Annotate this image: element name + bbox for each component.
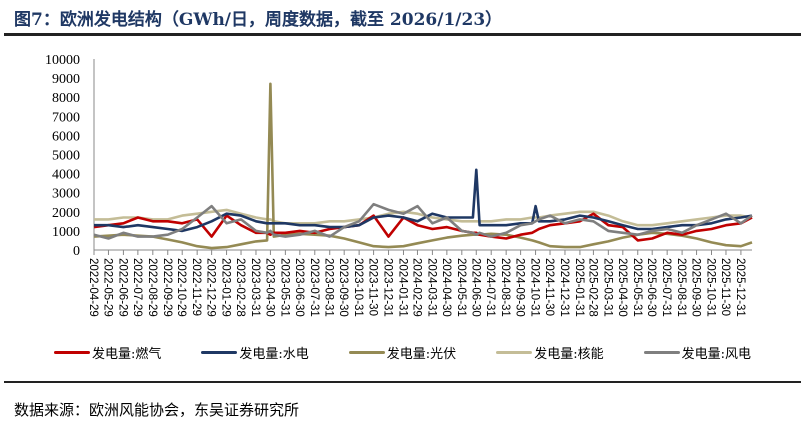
y-tick-label: 5000	[52, 149, 80, 164]
legend-item-hydro: 发电量:水电	[201, 343, 309, 362]
x-tick-label: 2023-10-31	[352, 258, 364, 317]
x-tick-label: 2024-08-31	[499, 258, 511, 317]
x-tick-label: 2025-08-31	[675, 258, 687, 317]
legend-label: 发电量:核能	[534, 347, 604, 362]
y-tick-label: 2000	[52, 206, 80, 221]
x-tick-label: 2024-05-31	[455, 258, 467, 317]
x-tick-label: 2023-11-30	[367, 258, 379, 316]
source-note: 数据来源：欧洲风能协会，东吴证券研究所	[14, 401, 300, 419]
y-tick-label: 1000	[52, 225, 80, 240]
x-tick-label: 2023-06-30	[293, 258, 305, 317]
x-tick-label: 2025-07-31	[660, 258, 672, 317]
x-tick-label: 2022-10-29	[175, 258, 187, 317]
series-line-wind	[93, 202, 753, 240]
x-tick-label: 2022-06-29	[116, 258, 128, 317]
y-tick-label: 0	[73, 244, 80, 259]
x-tick-label: 2022-12-29	[205, 258, 217, 317]
x-tick-label: 2022-07-29	[131, 258, 143, 317]
series-line-hydro	[94, 168, 753, 233]
legend: 发电量:燃气 发电量:水电 发电量:光伏 发电量:核能 发电量:风电	[0, 343, 805, 362]
x-tick-label: 2024-02-29	[410, 258, 422, 317]
x-tick-label: 2022-08-29	[146, 258, 158, 317]
legend-swatch	[348, 351, 385, 354]
legend-item-wind: 发电量:风电	[643, 343, 751, 362]
x-tick-label: 2024-01-31	[396, 258, 408, 317]
plot-lines	[93, 82, 753, 250]
x-tick-label: 2025-12-31	[734, 258, 746, 317]
chart-title: 图7：欧洲发电结构（GWh/日，周度数据，截至 2026/1/23）	[14, 10, 503, 30]
x-tick-label: 2024-03-31	[425, 258, 437, 317]
x-tick-label: 2024-06-30	[469, 258, 481, 317]
y-tick-label: 3000	[52, 187, 80, 202]
series-line-nuclear	[94, 208, 753, 227]
x-tick-label: 2022-04-29	[87, 258, 99, 317]
x-tick-label: 2024-10-31	[529, 258, 541, 317]
legend-label: 发电量:光伏	[386, 347, 457, 362]
x-tick-label: 2025-06-30	[645, 258, 657, 317]
series-line-solar	[93, 82, 753, 250]
x-tick-label: 2025-02-28	[586, 258, 598, 317]
x-tick-label: 2022-11-29	[190, 258, 202, 316]
x-tick-label: 2024-12-31	[558, 258, 570, 317]
x-tick-label: 2022-09-29	[161, 258, 173, 317]
x-tick-label: 2023-05-31	[278, 258, 290, 317]
legend-label: 发电量:水电	[239, 347, 309, 362]
x-tick-label: 2023-12-31	[382, 258, 394, 317]
legend-swatch	[496, 351, 533, 354]
x-tick-label: 2023-04-30	[263, 258, 275, 317]
legend-swatch	[201, 351, 238, 354]
x-tick-label: 2022-05-29	[101, 258, 113, 317]
y-tick-label: 7000	[52, 110, 80, 125]
source-divider	[4, 381, 801, 383]
legend-item-gas: 发电量:燃气	[54, 343, 161, 362]
x-tick-label: 2024-07-31	[484, 258, 496, 317]
x-tick-label: 2025-05-31	[631, 258, 643, 317]
legend-swatch	[643, 351, 680, 354]
x-tick-label: 2025-09-30	[690, 258, 702, 317]
y-tick-label: 8000	[52, 91, 80, 106]
x-tick-label: 2023-03-31	[249, 258, 261, 317]
x-tick-label: 2023-09-30	[337, 258, 349, 317]
x-tick-label: 2024-04-30	[440, 258, 452, 317]
x-tick-label: 2025-04-30	[616, 258, 628, 317]
x-tick-label: 2025-10-31	[705, 258, 717, 317]
title-divider	[4, 33, 801, 36]
legend-swatch	[54, 351, 91, 354]
x-tick-label: 2024-09-30	[514, 258, 526, 317]
line-chart: 0 1000 2000 3000 4000 5000 6000 7000 8000 9000 100…	[45, 53, 753, 317]
x-tick-label: 2023-02-28	[234, 258, 246, 317]
legend-item-nuclear: 发电量:核能	[496, 343, 604, 362]
y-axis: 0 1000 2000 3000 4000 5000 6000 7000 8000 9000 100…	[45, 53, 95, 259]
x-axis: 2022-04-29 2022-05-29 2022-06-29 2022-07-29…	[87, 249, 752, 317]
y-tick-label: 9000	[52, 72, 80, 87]
y-tick-label: 6000	[52, 129, 80, 144]
x-tick-label: 2023-07-31	[308, 258, 320, 317]
x-tick-label: 2024-11-30	[543, 258, 555, 316]
x-tick-label: 2025-01-31	[573, 258, 585, 317]
legend-item-solar: 发电量:光伏	[348, 343, 457, 362]
x-tick-label: 2025-11-30	[719, 258, 731, 316]
legend-label: 发电量:风电	[681, 347, 751, 362]
y-tick-label: 4000	[52, 168, 80, 183]
legend-label: 发电量:燃气	[92, 347, 162, 362]
x-tick-label: 2025-03-31	[601, 258, 613, 317]
x-tick-label: 2023-08-31	[323, 258, 335, 317]
y-tick-label: 10000	[45, 53, 80, 68]
x-tick-label: 2023-01-29	[220, 258, 232, 317]
